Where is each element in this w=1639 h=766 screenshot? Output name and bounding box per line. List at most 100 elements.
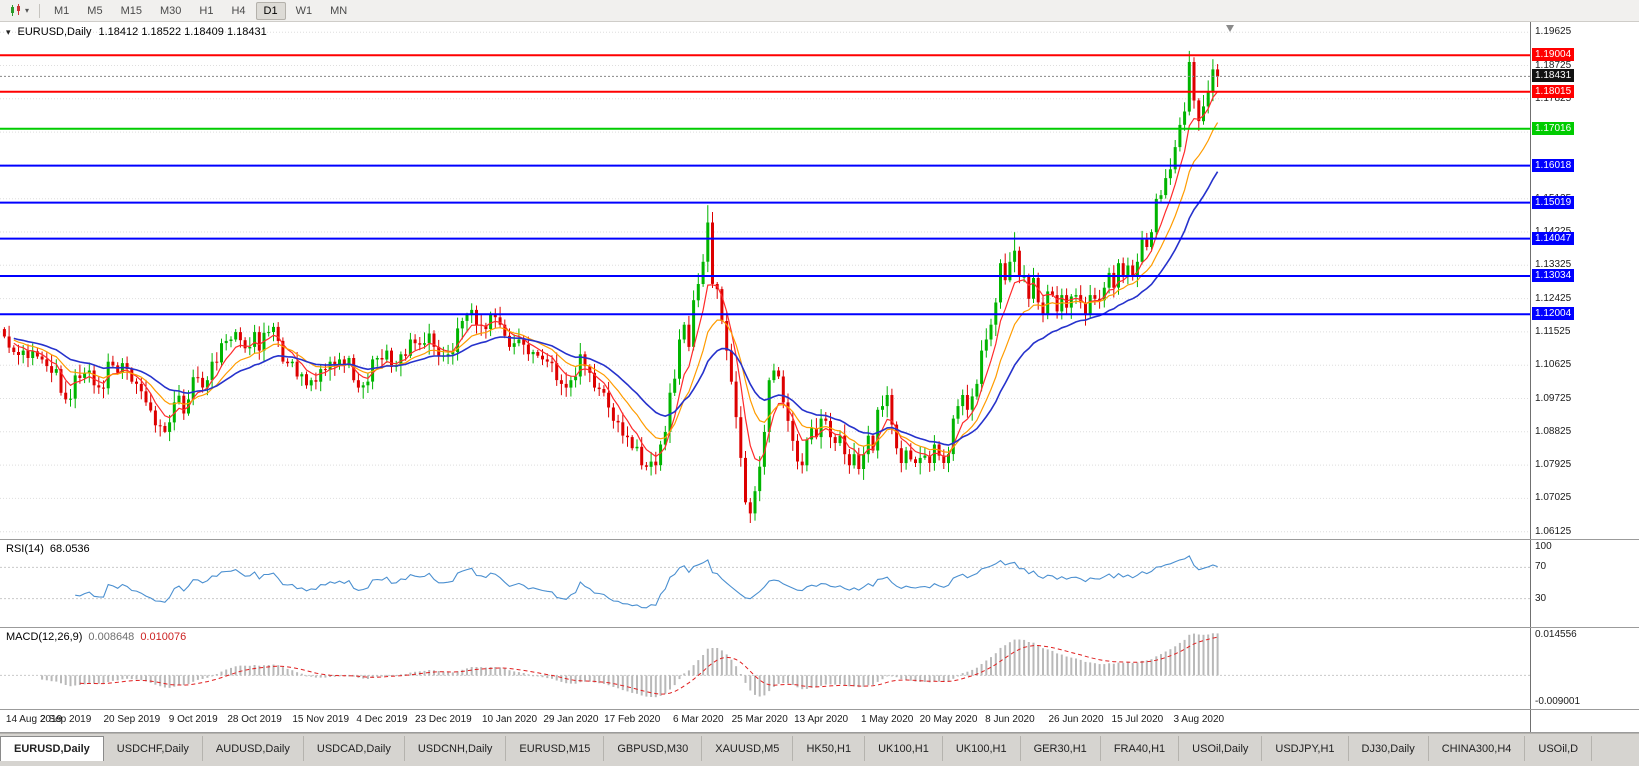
chart-tab-uk100-h1[interactable]: UK100,H1 (942, 736, 1021, 761)
price-axis-label: 1.19625 (1535, 26, 1572, 38)
rsi-plot-area[interactable]: RSI(14) 68.0536 (0, 540, 1530, 627)
current-price-badge: 1.18431 (1532, 69, 1575, 83)
price-axis-label: 1.13325 (1535, 259, 1572, 271)
chart-tab-usdcad-daily[interactable]: USDCAD,Daily (303, 736, 405, 761)
price-level-badge: 1.15019 (1532, 195, 1575, 209)
chart-tab-china300-h4[interactable]: CHINA300,H4 (1428, 736, 1526, 761)
timeframe-button-h4[interactable]: H4 (231, 4, 246, 17)
price-axis-label: 1.09725 (1535, 392, 1572, 404)
macd-canvas (0, 633, 1530, 698)
chart-tab-dj30-daily[interactable]: DJ30,Daily (1348, 736, 1429, 761)
price-axis-label: 1.18725 (1535, 59, 1572, 71)
collapse-pane-button[interactable]: ▾ (6, 26, 11, 37)
timeframe-button-w1[interactable]: W1 (295, 4, 313, 17)
chart-tab-uk100-h1[interactable]: UK100,H1 (865, 736, 943, 761)
date-axis-corner (1530, 710, 1639, 732)
chart-tab-ger30-h1[interactable]: GER30,H1 (1020, 736, 1101, 761)
main-chart-canvas[interactable] (0, 22, 1530, 539)
price-axis-label: 1.12425 (1535, 292, 1572, 304)
timeframe-button-m15[interactable]: M15 (120, 4, 142, 17)
chart-tab-hk50-h1[interactable]: HK50,H1 (793, 736, 866, 761)
main-chart-plot-area[interactable]: ▾ EURUSD,Daily 1.18412 1.18522 1.18409 1… (0, 22, 1530, 539)
chart-tab-fra40-h1[interactable]: FRA40,H1 (1100, 736, 1180, 761)
price-axis-label: 1.08825 (1535, 425, 1572, 437)
date-axis-label: 2 Sep 2019 (40, 714, 92, 725)
rsi-line (75, 555, 1218, 609)
rsi-indicator-label: RSI(14) 68.0536 (6, 543, 90, 555)
rsi-axis-label: 30 (1535, 592, 1547, 604)
date-axis-label: 6 Mar 2020 (673, 714, 724, 725)
macd-axis-label: -0.009001 (1535, 695, 1581, 707)
toolbar-separator (39, 3, 41, 18)
macd-histogram (41, 633, 1219, 698)
date-axis-label: 26 Jun 2020 (1048, 714, 1104, 725)
price-axis-label: 1.11525 (1535, 325, 1571, 337)
chart-tab-eurusd-daily[interactable]: EURUSD,Daily (0, 736, 104, 761)
chart-legend: ▾ EURUSD,Daily 1.18412 1.18522 1.18409 1… (6, 26, 267, 38)
timeframe-buttons-group: M1 M5 M15 M30 H1 H4 D1 W1 MN (46, 1, 355, 20)
chart-tab-eurusd-m15[interactable]: EURUSD,M15 (506, 736, 605, 761)
chart-tab-audusd-daily[interactable]: AUDUSD,Daily (202, 736, 304, 761)
chart-tab-usoil-daily[interactable]: USOil,Daily (1179, 736, 1263, 761)
timeframe-button-h1[interactable]: H1 (199, 4, 214, 17)
macd-main-value: 0.008648 (88, 631, 135, 643)
chart-tab-usdcnh-daily[interactable]: USDCNH,Daily (404, 736, 507, 761)
chart-type-button[interactable]: ▾ (5, 3, 33, 18)
timeframe-button-d1[interactable]: D1 (255, 1, 286, 20)
price-axis-label: 1.17825 (1535, 92, 1572, 104)
price-axis-label: 1.07925 (1535, 459, 1572, 471)
price-level-badge: 1.17016 (1532, 121, 1575, 135)
candlestick-chart-icon (11, 4, 20, 16)
price-level-badge: 1.16018 (1532, 158, 1575, 172)
timeframe-button-m1[interactable]: M1 (54, 4, 70, 17)
date-axis-label: 9 Oct 2019 (168, 714, 218, 725)
macd-plot-area[interactable]: MACD(12,26,9) 0.008648 0.010076 (0, 628, 1530, 709)
date-axis-label: 8 Jun 2020 (985, 714, 1035, 725)
price-axis-label: 1.06125 (1535, 525, 1572, 537)
moving-average-6 (13, 91, 1219, 462)
rsi-axis-label: 70 (1535, 561, 1547, 573)
timeframe-button-m30[interactable]: M30 (159, 4, 182, 17)
date-axis-label: 25 Mar 2020 (731, 714, 788, 725)
date-axis-label: 10 Jan 2020 (481, 714, 538, 725)
price-level-badge: 1.14047 (1532, 231, 1575, 245)
macd-indicator-label: MACD(12,26,9) 0.008648 0.010076 (6, 631, 186, 643)
macd-axis: 0.014556 -0.009001 (1530, 628, 1639, 709)
chart-shift-marker[interactable] (1226, 25, 1234, 32)
date-axis-label: 15 Nov 2019 (292, 714, 350, 725)
price-level-badge: 1.13034 (1532, 269, 1575, 282)
date-axis-label: 20 May 2020 (919, 714, 978, 725)
date-axis-label: 23 Dec 2019 (415, 714, 472, 725)
moving-average-26 (13, 171, 1219, 446)
date-axis-label: 13 Apr 2020 (794, 714, 849, 725)
date-axis-label: 17 Feb 2020 (604, 714, 661, 725)
price-axis-label: 1.10625 (1535, 359, 1572, 371)
chart-symbol-label: EURUSD,Daily (17, 26, 92, 38)
date-axis-label: 3 Aug 2020 (1173, 714, 1225, 725)
rsi-name: RSI(14) (6, 543, 44, 555)
timeframe-toolbar: ▾ M1 M5 M15 M30 H1 H4 D1 W1 MN (0, 0, 1639, 22)
chart-tab-usdchf-daily[interactable]: USDCHF,Daily (103, 736, 203, 761)
chart-tab-gbpusd-m30[interactable]: GBPUSD,M30 (604, 736, 703, 761)
macd-signal-value: 0.010076 (140, 631, 187, 643)
chart-tab-usdjpy-h1[interactable]: USDJPY,H1 (1262, 736, 1349, 761)
date-axis: 14 Aug 2019 2 Sep 2019 20 Sep 2019 9 Oct 20… (0, 710, 1530, 732)
price-axis-label: 1.07025 (1535, 492, 1572, 504)
timeframe-button-mn[interactable]: MN (330, 4, 348, 17)
date-axis-label: 4 Dec 2019 (356, 714, 408, 725)
macd-axis-label: 0.014556 (1535, 629, 1577, 640)
rsi-axis: 100 70 30 (1530, 540, 1639, 627)
price-level-badge: 1.18015 (1532, 84, 1575, 98)
chart-tab-xauusd-m5[interactable]: XAUUSD,M5 (702, 736, 794, 761)
price-axis-label: 1.14225 (1535, 226, 1571, 237)
date-axis-label: 14 Aug 2019 (5, 714, 63, 725)
date-axis-label: 28 Oct 2019 (227, 714, 282, 725)
rsi-value: 68.0536 (49, 543, 90, 555)
timeframe-button-m5[interactable]: M5 (87, 4, 103, 17)
date-axis-label: 15 Jul 2020 (1111, 714, 1164, 725)
price-level-badge: 1.19004 (1532, 48, 1575, 62)
horizontal-level-lines[interactable] (0, 54, 1530, 316)
candlestick-series (2, 50, 1220, 523)
chart-tab-usoil-d[interactable]: USOil,D (1525, 736, 1593, 761)
